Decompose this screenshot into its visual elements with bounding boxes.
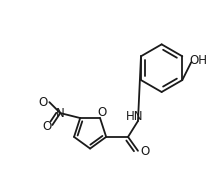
Text: O: O xyxy=(140,145,150,158)
Text: HN: HN xyxy=(126,110,144,122)
Text: O: O xyxy=(39,96,48,109)
Text: OH: OH xyxy=(189,54,207,67)
Text: O: O xyxy=(43,120,52,133)
Text: N: N xyxy=(56,107,65,120)
Text: O: O xyxy=(97,106,107,119)
